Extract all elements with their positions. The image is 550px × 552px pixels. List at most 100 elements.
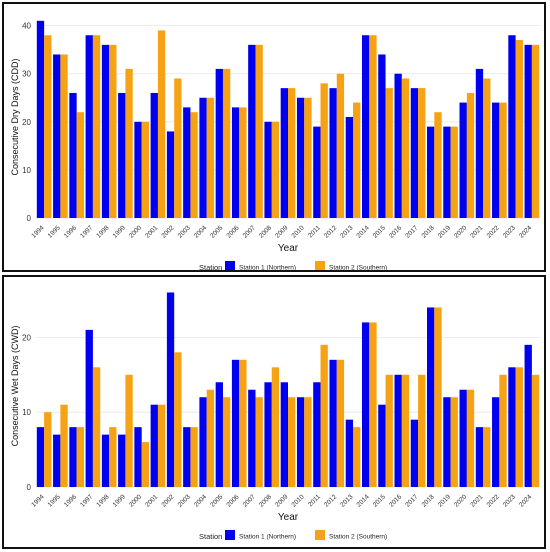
bar-station1-2022 xyxy=(492,397,500,487)
bar-station2-2004 xyxy=(206,97,215,218)
bar-station1-2008 xyxy=(264,121,272,218)
x-axis-title: Year xyxy=(278,243,299,254)
bar-station2-2014 xyxy=(369,322,377,487)
y-axis-title: Consecutive Wet Days (CWD) xyxy=(10,326,20,447)
bar-station2-2013 xyxy=(353,427,361,487)
bar-station1-2005 xyxy=(215,68,223,219)
bar-station2-2017 xyxy=(418,88,426,219)
x-tick-label: 2016 xyxy=(388,224,403,239)
x-tick-label: 1998 xyxy=(95,493,110,508)
bar-station1-2001 xyxy=(150,404,158,487)
bar-station2-2000 xyxy=(141,442,149,487)
bar-station1-2005 xyxy=(215,382,223,487)
bar-station1-2009 xyxy=(280,88,288,219)
bar-station2-2011 xyxy=(320,344,328,487)
bar-station2-2013 xyxy=(353,102,361,218)
bar-station1-2014 xyxy=(361,35,370,218)
x-tick-label: 2004 xyxy=(193,224,208,239)
bar-station1-2004 xyxy=(199,397,207,487)
x-tick-label: 2000 xyxy=(128,493,143,508)
legend-swatch-station2 xyxy=(315,530,325,540)
bar-station1-2012 xyxy=(329,88,337,219)
x-tick-label: 2009 xyxy=(274,224,289,239)
bar-station2-1996 xyxy=(76,427,84,487)
bar-station1-2018 xyxy=(427,126,435,218)
bar-station2-2021 xyxy=(483,427,491,487)
y-tick-label: 10 xyxy=(22,408,31,417)
bar-station1-1998 xyxy=(101,434,110,487)
bar-station2-2010 xyxy=(304,97,312,218)
bar-station1-1998 xyxy=(101,44,110,218)
x-tick-label: 2013 xyxy=(339,224,354,239)
bar-station2-2006 xyxy=(239,107,247,218)
x-tick-label: 2011 xyxy=(307,493,322,508)
legend-label-station2: Station 2 (Southern) xyxy=(329,534,387,541)
x-tick-label: 2010 xyxy=(290,224,305,239)
bar-station1-2006 xyxy=(231,359,240,487)
bar-station1-2004 xyxy=(199,97,207,218)
y-tick-label: 20 xyxy=(22,118,31,127)
bar-station2-1994 xyxy=(44,412,52,487)
x-tick-label: 2022 xyxy=(486,224,501,239)
bar-station2-2020 xyxy=(466,389,475,487)
bar-station1-2016 xyxy=(394,374,402,487)
bar-station2-2018 xyxy=(434,112,442,218)
x-tick-label: 2007 xyxy=(242,224,257,239)
x-tick-label: 2018 xyxy=(421,224,436,239)
x-tick-label: 1997 xyxy=(79,493,94,508)
bar-station2-2002 xyxy=(174,352,182,487)
bar-station1-2008 xyxy=(264,382,272,487)
bar-station1-2021 xyxy=(475,68,484,219)
bar-station2-2018 xyxy=(434,307,442,487)
bar-station2-2015 xyxy=(385,88,393,219)
bar-station1-1997 xyxy=(85,35,93,218)
x-tick-label: 2005 xyxy=(209,224,224,239)
y-tick-label: 0 xyxy=(27,214,32,223)
y-axis-title: Consecutive Dry Days (CDD) xyxy=(10,58,20,175)
bar-station2-2004 xyxy=(206,389,215,487)
bar-station1-1994 xyxy=(36,20,45,218)
x-tick-label: 2013 xyxy=(339,493,354,508)
bar-station2-2008 xyxy=(271,367,280,487)
bar-station1-2000 xyxy=(134,121,142,218)
bar-station1-1999 xyxy=(118,92,126,218)
bar-station2-2012 xyxy=(336,73,345,218)
x-tick-label: 2006 xyxy=(225,493,240,508)
x-tick-label: 2022 xyxy=(486,493,501,508)
legend-title: Station xyxy=(199,532,222,541)
x-tick-label: 2016 xyxy=(388,493,403,508)
legend-title: Station xyxy=(199,263,222,270)
bar-station1-2011 xyxy=(313,382,321,487)
x-tick-label: 2020 xyxy=(453,224,468,239)
bar-station1-2002 xyxy=(166,131,175,218)
y-tick-label: 30 xyxy=(22,70,31,79)
bar-station1-2022 xyxy=(492,102,500,218)
x-tick-label: 1997 xyxy=(79,224,94,239)
bar-station1-2023 xyxy=(508,367,516,487)
x-tick-label: 2019 xyxy=(437,493,452,508)
x-tick-label: 2019 xyxy=(437,224,452,239)
bar-station2-2021 xyxy=(483,78,491,219)
bar-station2-2000 xyxy=(141,121,149,218)
x-tick-label: 2015 xyxy=(372,493,387,508)
x-tick-label: 2009 xyxy=(274,493,289,508)
bar-station2-1997 xyxy=(92,35,101,218)
x-tick-label: 1996 xyxy=(63,493,78,508)
bar-station1-2015 xyxy=(378,404,386,487)
bar-station2-1995 xyxy=(60,54,68,218)
x-tick-label: 2021 xyxy=(469,493,484,508)
bar-station2-1996 xyxy=(76,112,84,218)
x-tick-label: 2020 xyxy=(453,493,468,508)
x-tick-label: 1999 xyxy=(112,224,127,239)
bar-station2-2012 xyxy=(336,359,345,487)
bar-station2-1994 xyxy=(44,35,52,218)
bar-station2-2019 xyxy=(450,126,458,218)
bar-station2-2003 xyxy=(190,427,198,487)
bar-station2-2010 xyxy=(304,397,312,487)
bar-station1-2006 xyxy=(231,107,240,218)
bar-station2-1998 xyxy=(109,44,117,218)
bar-station1-2024 xyxy=(524,44,532,218)
bar-station1-2007 xyxy=(248,389,256,487)
bar-station1-2002 xyxy=(166,292,175,487)
x-tick-label: 2002 xyxy=(160,224,175,239)
